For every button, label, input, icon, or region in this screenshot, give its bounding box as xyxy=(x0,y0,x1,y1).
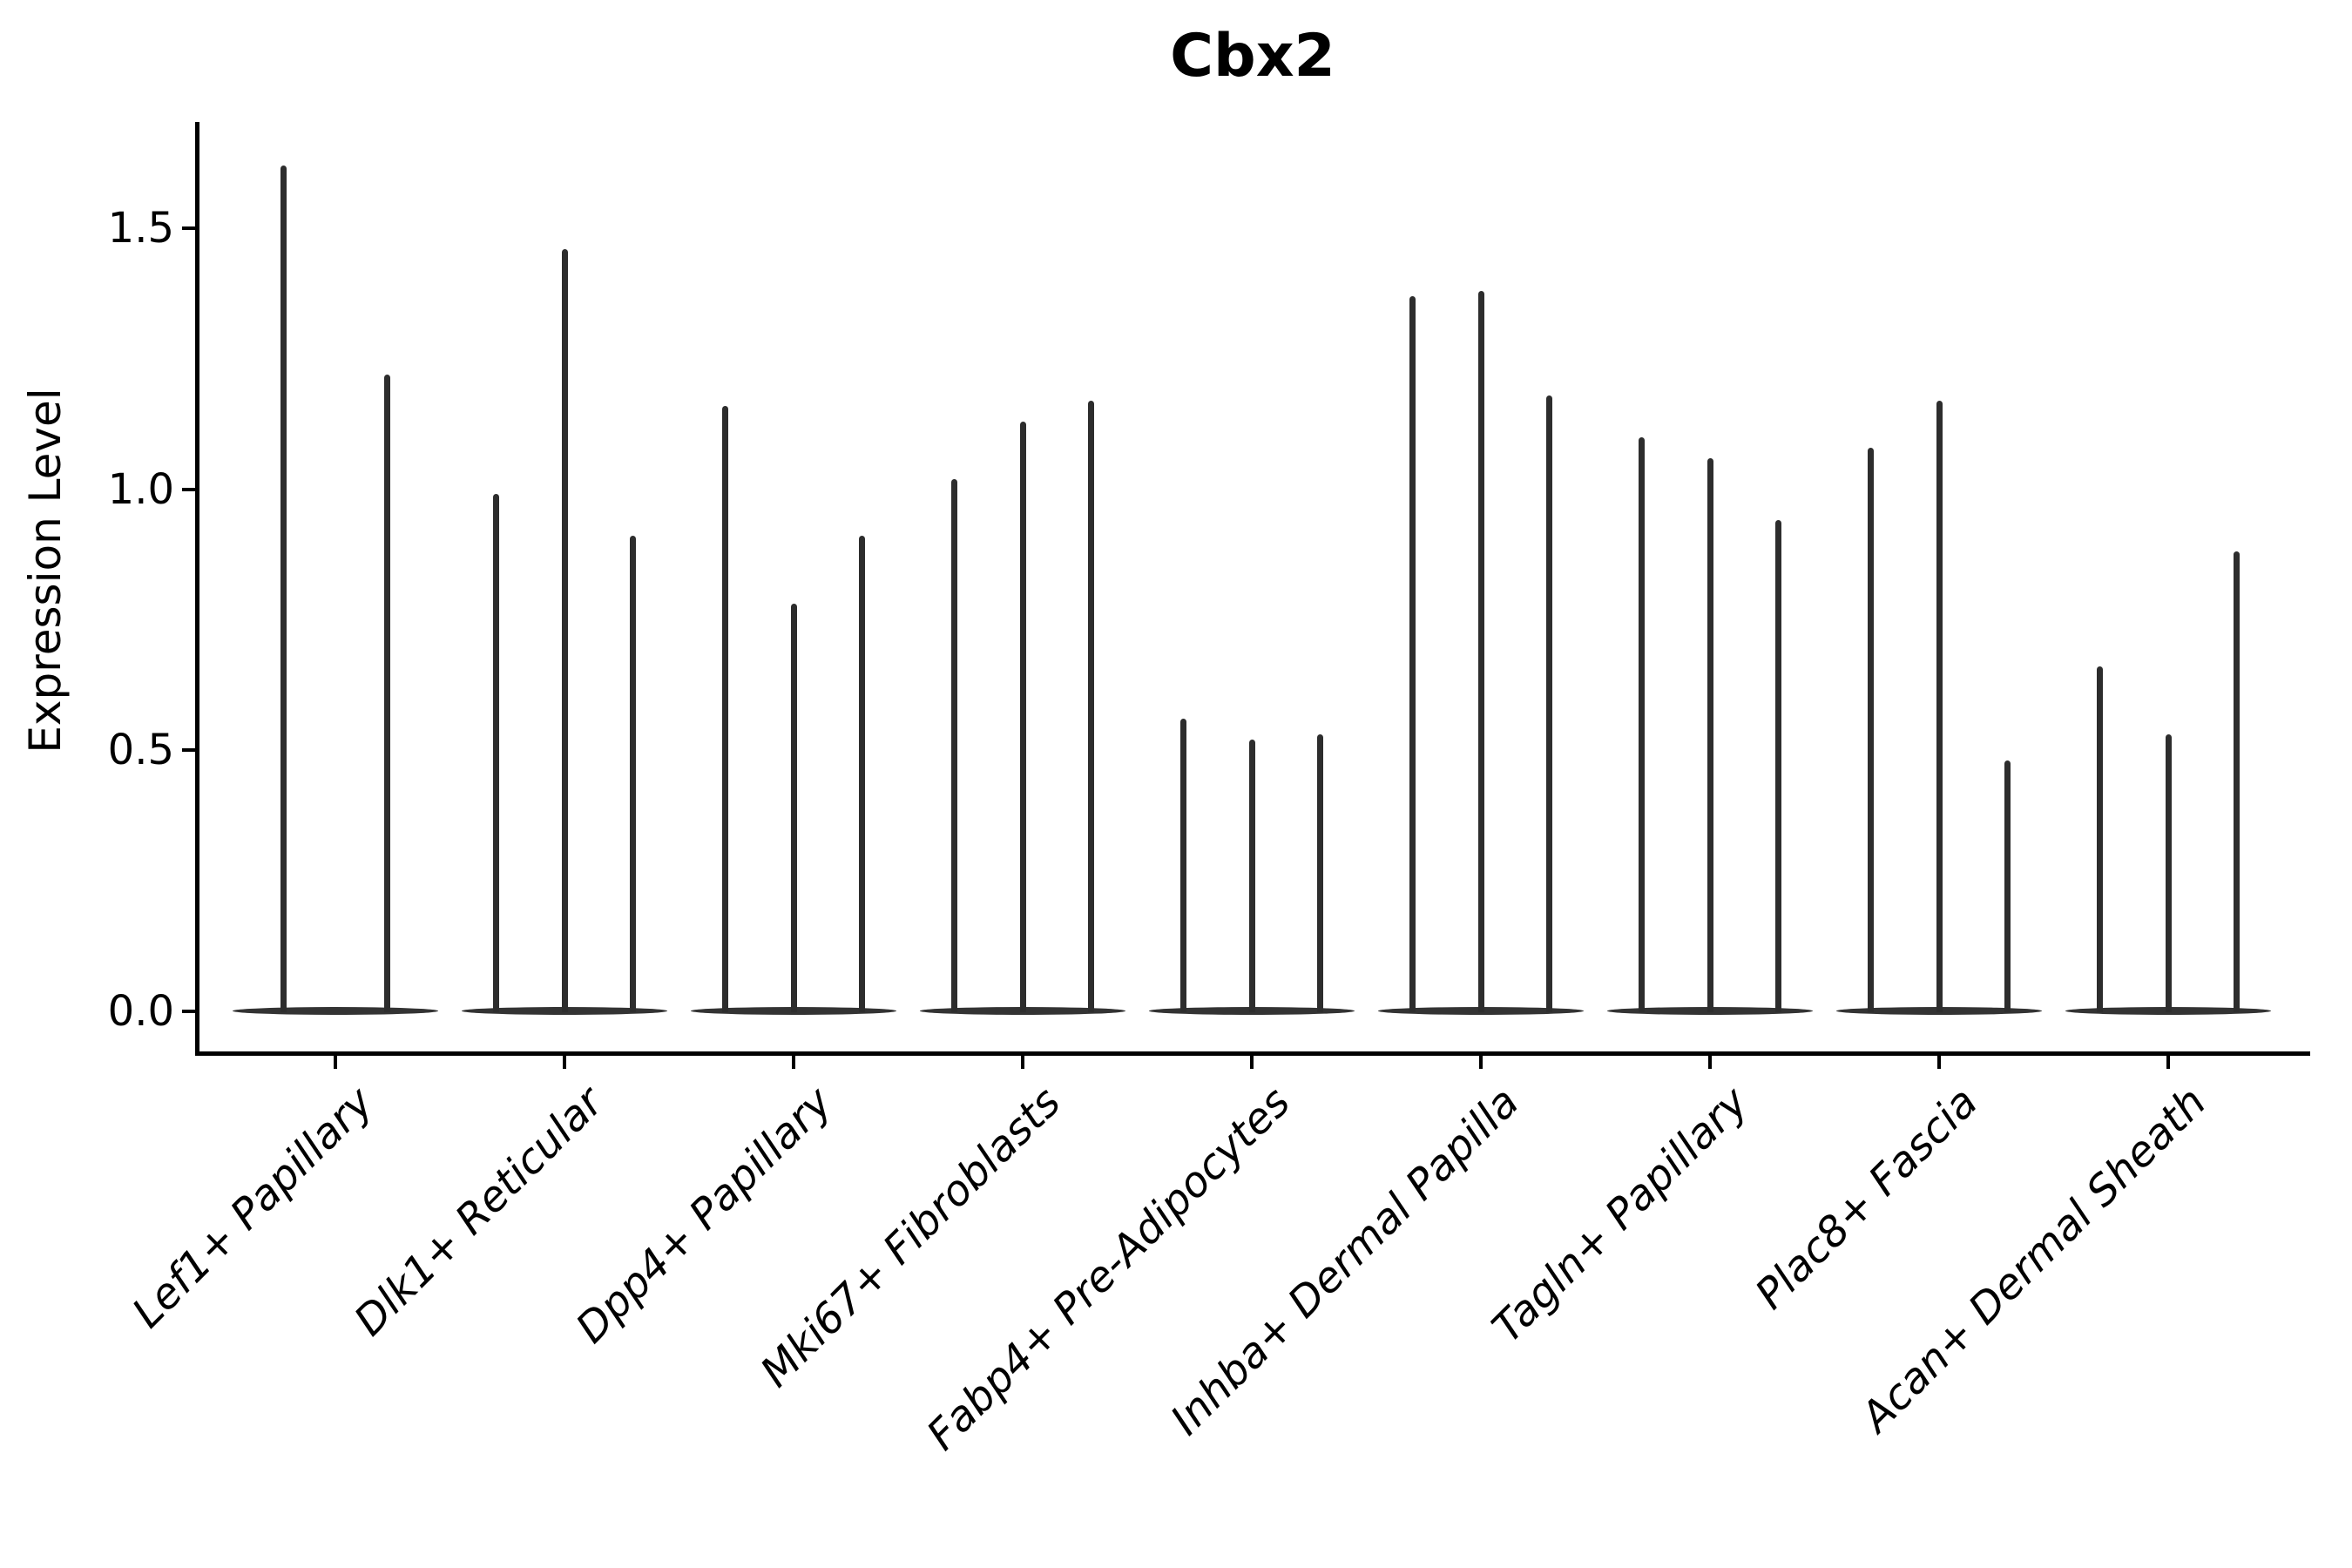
violin-spike xyxy=(1317,734,1324,1013)
x-axis-tick xyxy=(563,1056,566,1069)
violin-spike xyxy=(1546,395,1553,1013)
x-axis-tick-label: Dlk1+ Reticular xyxy=(344,1078,612,1346)
y-axis-tick xyxy=(182,748,195,752)
x-axis-tick-label: Lef1+ Papillary xyxy=(123,1078,383,1338)
x-axis-spine xyxy=(195,1051,2310,1056)
x-axis-tick xyxy=(1937,1056,1941,1069)
x-axis-tick xyxy=(1479,1056,1483,1069)
violin-spike xyxy=(2096,666,2103,1013)
chart-title: Cbx2 xyxy=(1170,22,1335,91)
y-axis-tick-label: 1.0 xyxy=(107,464,174,514)
x-axis-tick xyxy=(1021,1056,1024,1069)
violin-spike xyxy=(1867,447,1874,1013)
violin-spike xyxy=(1707,457,1713,1013)
x-axis-tick-label: Dpp4+ Papillary xyxy=(566,1078,841,1353)
violin-spike xyxy=(2165,734,2172,1013)
y-axis-tick xyxy=(182,1009,195,1013)
violin-spike xyxy=(950,478,957,1013)
y-axis-tick xyxy=(182,226,195,230)
x-axis-tick-label: Plac8+ Fascia xyxy=(1746,1078,1987,1319)
violin-spike xyxy=(1019,421,1026,1013)
violin-spike xyxy=(721,405,728,1013)
violin-spike xyxy=(2004,760,2011,1013)
x-axis-tick xyxy=(2166,1056,2170,1069)
y-axis-label: Expression Level xyxy=(20,388,71,754)
violin-spike xyxy=(790,604,797,1013)
violin-spike xyxy=(1936,400,1943,1013)
y-axis-tick xyxy=(182,487,195,491)
y-axis-tick-label: 0.0 xyxy=(107,986,174,1036)
violin-spike xyxy=(859,536,866,1013)
violin-spike xyxy=(1179,719,1186,1013)
violin-spike xyxy=(2234,551,2240,1013)
violin-spike xyxy=(1088,400,1095,1013)
x-axis-tick xyxy=(1708,1056,1712,1069)
violin-spike xyxy=(1409,295,1416,1013)
violin-spike xyxy=(1775,520,1782,1013)
y-axis-spine xyxy=(195,122,199,1056)
violin-spike xyxy=(1638,436,1645,1013)
violin-spike xyxy=(1248,740,1255,1013)
x-axis-tick xyxy=(1250,1056,1254,1069)
violin-spike xyxy=(383,374,390,1013)
violin-spike xyxy=(280,166,287,1013)
y-axis-tick-label: 0.5 xyxy=(107,726,174,774)
violin-base xyxy=(232,1007,439,1015)
x-axis-tick xyxy=(334,1056,337,1069)
violin-spike xyxy=(492,494,499,1013)
x-axis-tick-label: Tagln+ Papillary xyxy=(1483,1078,1758,1353)
violin-spike xyxy=(630,536,637,1013)
y-axis-tick-label: 1.5 xyxy=(107,204,174,253)
violin-spike xyxy=(561,248,568,1013)
violin-spike xyxy=(1477,290,1484,1013)
x-axis-tick xyxy=(792,1056,795,1069)
